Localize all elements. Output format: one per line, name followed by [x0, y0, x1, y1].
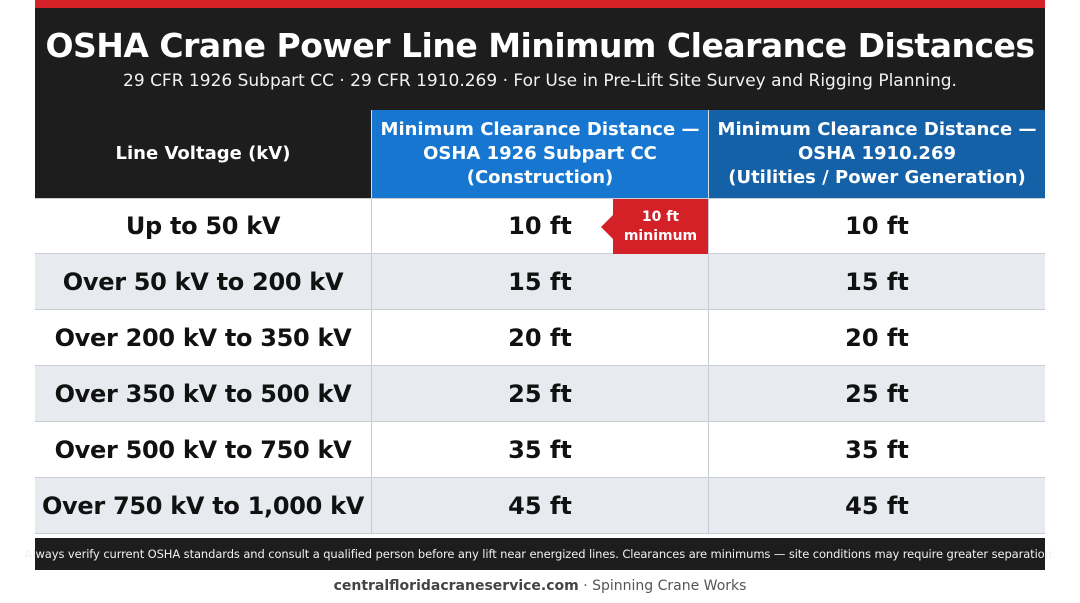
column-header-line: OSHA 1926 Subpart CC — [423, 143, 657, 164]
credit-separator: · — [578, 578, 593, 594]
construction-clearance-cell: 45 ft — [371, 478, 708, 533]
column-header-construction: Minimum Clearance Distance — OSHA 1926 S… — [371, 110, 708, 198]
voltage-cell: Up to 50 kV — [125, 212, 281, 240]
column-header-line: OSHA 1910.269 — [797, 143, 957, 164]
table-row: Over 200 kV to 350 kV 20 ft 20 ft — [35, 310, 1045, 366]
credit-line: centralfloridacraneservice.com · Spinnin… — [0, 578, 1080, 594]
utilities-clearance-cell: 20 ft — [708, 310, 1045, 365]
page-subtitle: 29 CFR 1926 Subpart CC · 29 CFR 1910.269… — [123, 71, 957, 91]
website-link[interactable]: centralfloridacraneservice.com — [333, 578, 579, 594]
minimum-badge: 10 ft minimum — [601, 199, 708, 255]
construction-clearance-cell: 20 ft — [371, 310, 708, 365]
table-row: Over 350 kV to 500 kV 25 ft 25 ft — [35, 366, 1045, 422]
header: OSHA Crane Power Line Minimum Clearance … — [35, 8, 1045, 110]
accent-bar — [35, 0, 1045, 8]
page-title: OSHA Crane Power Line Minimum Clearance … — [45, 26, 1035, 65]
utilities-clearance-cell: 25 ft — [708, 366, 1045, 421]
voltage-cell: Over 200 kV to 350 kV — [54, 323, 352, 352]
voltage-cell: Over 350 kV to 500 kV — [54, 379, 352, 408]
column-header-line: Minimum Clearance Distance — — [717, 119, 1037, 140]
footnote: Always verify current OSHA standards and… — [25, 538, 1055, 570]
voltage-cell: Over 500 kV to 750 kV — [54, 435, 352, 464]
column-header-utilities: Minimum Clearance Distance — OSHA 1910.2… — [708, 110, 1045, 198]
column-header-line: Minimum Clearance Distance — — [380, 119, 700, 140]
table-row: Over 500 kV to 750 kV 35 ft 35 ft — [35, 422, 1045, 478]
column-header-line: (Utilities / Power Generation) — [728, 167, 1026, 188]
column-header-line: Line Voltage (kV) — [115, 143, 291, 164]
voltage-cell: Over 750 kV to 1,000 kV — [41, 491, 365, 520]
utilities-clearance-cell: 10 ft — [708, 199, 1045, 253]
voltage-cell: Over 50 kV to 200 kV — [62, 267, 344, 296]
construction-clearance-cell: 35 ft — [371, 422, 708, 477]
construction-clearance-cell: 10 ft — [371, 199, 708, 253]
column-header-voltage: Line Voltage (kV) — [35, 110, 371, 198]
table-row: Over 50 kV to 200 kV 15 ft 15 ft — [35, 254, 1045, 310]
badge-line: minimum — [623, 228, 698, 244]
construction-clearance-cell: 15 ft — [371, 254, 708, 309]
table-body: Up to 50 kV 10 ft 10 ft 10 ft minimum Ov… — [35, 198, 1045, 534]
badge-line: 10 ft — [641, 209, 680, 225]
utilities-clearance-cell: 35 ft — [708, 422, 1045, 477]
company-name: Spinning Crane Works — [592, 578, 747, 594]
utilities-clearance-cell: 45 ft — [708, 478, 1045, 533]
column-header-line: (Construction) — [466, 167, 614, 188]
table-row: Over 750 kV to 1,000 kV 45 ft 45 ft — [35, 478, 1045, 534]
utilities-clearance-cell: 15 ft — [708, 254, 1045, 309]
construction-clearance-cell: 25 ft — [371, 366, 708, 421]
clearance-card: OSHA Crane Power Line Minimum Clearance … — [25, 0, 1055, 570]
table-row: Up to 50 kV 10 ft 10 ft 10 ft minimum — [35, 198, 1045, 255]
